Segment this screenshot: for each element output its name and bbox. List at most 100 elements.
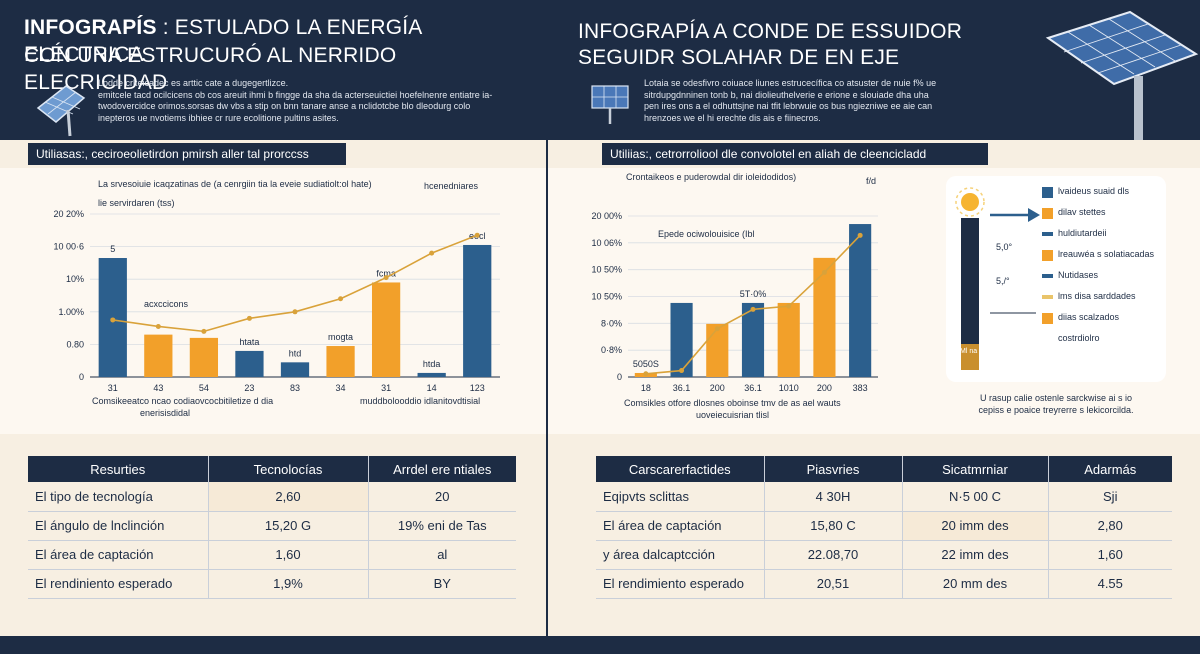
x-tick-label: 383 (853, 383, 868, 393)
x-tick-label: 34 (336, 383, 346, 393)
bar (741, 302, 765, 377)
trend-point (643, 371, 649, 377)
right-chart-subtitle: Epede ociwolouisice (Ibl (658, 229, 755, 239)
table-cell: 20 imm des (901, 511, 1048, 541)
y-tick-label: 20 00% (591, 211, 622, 221)
left-chart-legend-label: hcenedniares (424, 181, 479, 191)
y-tick-label: 10% (66, 274, 84, 284)
y-tick-label: 10 50% (591, 265, 622, 275)
legend-swatch (1042, 250, 1053, 261)
table-cell: El ángulo de lnclinción (28, 511, 208, 541)
trend-point (338, 296, 344, 302)
table-cell: 20,51 (763, 569, 902, 599)
table-cell: El tipo de tecnología (28, 482, 208, 512)
trend-point (383, 275, 389, 281)
x-tick-label: 123 (470, 383, 485, 393)
table-row: Eqipvts sclittas 4 30H N·5 00 C Sji (596, 482, 1172, 512)
y-tick-label: 10 50% (591, 292, 622, 302)
table-row: El área de captación 1,60 al (28, 540, 516, 570)
left-table: Resurties Tecnolocías Arrdel ere ntiales… (28, 456, 516, 599)
trend-point (857, 232, 863, 238)
left-table-header: Tecnolocías (207, 456, 368, 482)
bar-data-label: htda (423, 359, 441, 369)
left-title: INFOGRAPÍS : ESTULADO LA ENERGÍA ELÉCTRI… (24, 16, 422, 66)
solar-gauge-icon (955, 187, 985, 370)
right-table-header: Piasvries (763, 456, 902, 482)
table-cell: 20 mm des (901, 569, 1048, 599)
right-table: Carscarerfactides Piasvries Sicatmrniar … (596, 456, 1172, 599)
table-row: y área dalcaptcción 22.08,70 22 imm des … (596, 540, 1172, 570)
solar-tracker-icon (1045, 10, 1199, 140)
table-row: El rendimiento esperado 20,51 20 mm des … (596, 569, 1172, 599)
table-cell: BY (367, 569, 516, 599)
right-table-header: Adarmás (1047, 456, 1172, 482)
table-cell: 20 (367, 482, 516, 512)
y-tick-label: 0 (79, 372, 84, 382)
table-cell: 15,20 G (207, 511, 368, 541)
table-row: El ángulo de lnclinción 15,20 G 19% eni … (28, 511, 516, 541)
table-cell: 15,80 C (763, 511, 902, 541)
table-cell: 2,60 (207, 482, 368, 512)
legend-label: Nutidases (1058, 270, 1099, 280)
trend-point (750, 306, 756, 312)
trend-point (292, 309, 298, 315)
x-tick-label: 54 (199, 383, 209, 393)
legend-swatch (1042, 232, 1053, 236)
left-chart-subtitle: lie servirdaren (tss) (98, 198, 175, 208)
bar (849, 224, 872, 377)
trend-point (821, 269, 827, 275)
bar (144, 334, 173, 377)
x-tick-label: 31 (108, 383, 118, 393)
y-tick-label: 0.80 (66, 339, 84, 349)
left-table-header: Arrdel ere ntiales (367, 456, 516, 482)
table-cell: Sji (1047, 482, 1172, 512)
gauge-label: Ml na ROE (960, 348, 995, 355)
x-tick-label: 14 (427, 383, 437, 393)
legend-swatch (1042, 274, 1053, 278)
right-subtitle-bar: Utiliias:, cetrorroliool dle convolotel … (602, 143, 988, 165)
bar (777, 302, 800, 377)
x-tick-label: 200 (710, 383, 725, 393)
trend-line (112, 234, 478, 333)
table-cell: El rendimiento esperado (596, 569, 764, 599)
bar (280, 362, 310, 377)
x-tick-label: 1010 (779, 383, 799, 393)
bar-data-label: mogta (328, 332, 353, 342)
bar-data-label: fcma (376, 268, 396, 278)
table-cell: 22 imm des (901, 540, 1048, 570)
table-row: El tipo de tecnología 2,60 20 (28, 482, 516, 512)
table-cell: y área dalcaptcción (596, 540, 764, 570)
legend-label: costrdiolro (1058, 333, 1100, 343)
trend-point (155, 323, 161, 329)
legend-label: huldiutardeii (1058, 228, 1107, 238)
right-chart-footer-2: uoveiecuisrian tlisl (696, 410, 769, 420)
y-tick-label: 8·0% (601, 318, 622, 328)
x-tick-label: 18 (641, 383, 651, 393)
bar-data-label: 5050S (633, 359, 659, 369)
table-cell: 19% eni de Tas (367, 511, 516, 541)
table-row: El rendiniento esperado 1,9% BY (28, 569, 516, 599)
left-table-header-row: Resurties Tecnolocías Arrdel ere ntiales (28, 456, 516, 482)
table-cell: El área de captación (28, 540, 208, 570)
bar (235, 350, 264, 377)
left-chart-footer-left: Comsikeeatco ncao codiaovcocbitiletize d… (92, 396, 273, 406)
bar-data-label: 5T·0% (740, 289, 767, 299)
table-cell: Eqipvts sclittas (596, 482, 764, 512)
legend-side-label: 5,/° (996, 276, 1010, 286)
y-tick-label: 0 (617, 372, 622, 382)
bar (417, 372, 446, 377)
right-chart-legend-label: f/d (866, 176, 876, 186)
table-cell: 2,80 (1047, 511, 1172, 541)
legend-card: Ml na ROE 5,0° 5,/° lvaideus suaid dls di… (946, 176, 1166, 382)
legend-label: diias scalzados (1058, 312, 1120, 322)
right-header: INFOGRAPÍA A CONDE DE ESSUIDOR SEGUIDR S… (548, 0, 1200, 140)
x-tick-label: 83 (290, 383, 300, 393)
right-table-header: Sicatmrniar (901, 456, 1048, 482)
legend-divider (990, 312, 1036, 314)
bar (706, 323, 729, 377)
bar (813, 257, 836, 377)
table-cell: 1,60 (207, 540, 368, 570)
bar (189, 337, 219, 377)
table-cell: 22.08,70 (763, 540, 902, 570)
left-chart-annotation: acxccicons (144, 299, 189, 309)
